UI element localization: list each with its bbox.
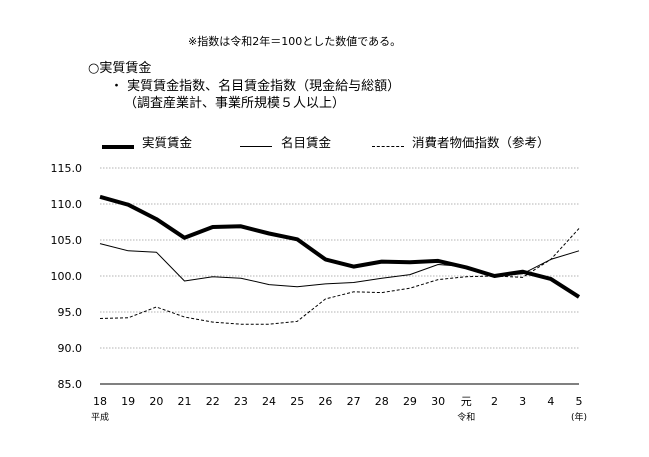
x-tick-label: 27 [347, 395, 361, 408]
y-tick-label: 85.0 [58, 378, 83, 391]
y-tick-label: 110.0 [51, 198, 83, 211]
x-tick-label: 19 [121, 395, 135, 408]
x-tick-label: 2 [491, 395, 498, 408]
x-tick-label: 5 [576, 395, 583, 408]
legend-swatch-real-wage [102, 145, 134, 149]
chart-gridlines [100, 167, 579, 349]
chart-subtitle-line1: ・ 実質賃金指数、名目賃金指数（現金給与総額） [110, 79, 401, 94]
index-note: ※指数は令和2年＝100とした数値である。 [188, 35, 402, 48]
x-era-label: (年) [571, 411, 587, 423]
x-era-label: 平成 [91, 411, 109, 423]
y-tick-label: 95.0 [58, 306, 83, 319]
series-nominal-wage-line [99, 243, 580, 288]
x-tick-label: 22 [206, 395, 220, 408]
chart-subtitle-line2: （調査産業計、事業所規模５人以上） [124, 96, 346, 111]
chart-series [99, 194, 581, 325]
legend-label-nominal-wage: 名目賃金 [281, 135, 332, 150]
x-tick-label: 元 [461, 395, 472, 408]
x-tick-label: 30 [431, 395, 445, 408]
legend-swatch-cpi [372, 146, 404, 147]
x-tick-label: 4 [547, 395, 554, 408]
x-tick-label: 24 [262, 395, 276, 408]
legend-swatch-nominal-wage [240, 146, 272, 147]
x-tick-label: 29 [403, 395, 417, 408]
x-tick-label: 20 [149, 395, 163, 408]
y-tick-label: 100.0 [51, 270, 83, 283]
y-tick-label: 105.0 [51, 234, 83, 247]
x-tick-label: 23 [234, 395, 248, 408]
x-tick-label: 3 [519, 395, 526, 408]
x-tick-label: 21 [178, 395, 192, 408]
series-cpi-line [99, 228, 580, 325]
x-era-label: 令和 [457, 411, 475, 423]
x-tick-label: 26 [318, 395, 332, 408]
series-real-wage-line [99, 194, 581, 299]
section-title: ○実質賃金 [88, 61, 152, 76]
y-tick-label: 90.0 [58, 342, 83, 355]
x-tick-label: 25 [290, 395, 304, 408]
x-tick-label: 18 [93, 395, 107, 408]
y-axis: 115.0 110.0 105.0 100.0 95.0 90.0 85.0 [51, 162, 83, 391]
x-tick-label: 28 [375, 395, 389, 408]
y-tick-label: 115.0 [51, 162, 83, 175]
legend-label-cpi: 消費者物価指数（参考） [412, 135, 550, 150]
legend-label-real-wage: 実質賃金 [142, 135, 193, 150]
